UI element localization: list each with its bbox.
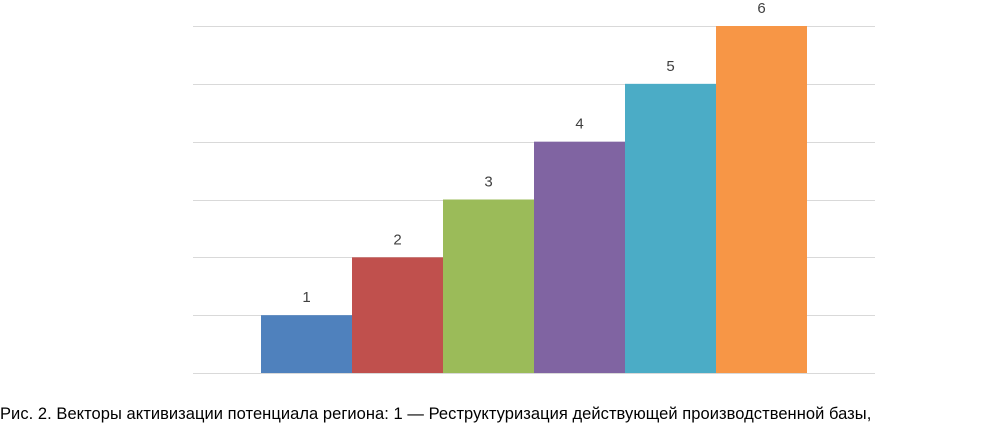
bar-5 <box>625 83 716 373</box>
data-label-6: 6 <box>757 0 765 17</box>
data-labels: 1 2 3 4 5 6 <box>302 0 765 306</box>
data-label-5: 5 <box>666 58 674 75</box>
bars <box>261 26 807 373</box>
bar-6 <box>716 26 807 373</box>
data-label-3: 3 <box>484 174 492 191</box>
figure-caption: Рис. 2. Векторы активизации потенциала р… <box>0 405 872 423</box>
data-label-1: 1 <box>302 289 310 306</box>
bar-4 <box>534 141 625 373</box>
bar-3 <box>443 199 534 373</box>
bar-1 <box>261 315 352 373</box>
bar-2 <box>352 257 443 373</box>
data-label-4: 4 <box>575 116 583 133</box>
data-label-2: 2 <box>393 231 401 248</box>
